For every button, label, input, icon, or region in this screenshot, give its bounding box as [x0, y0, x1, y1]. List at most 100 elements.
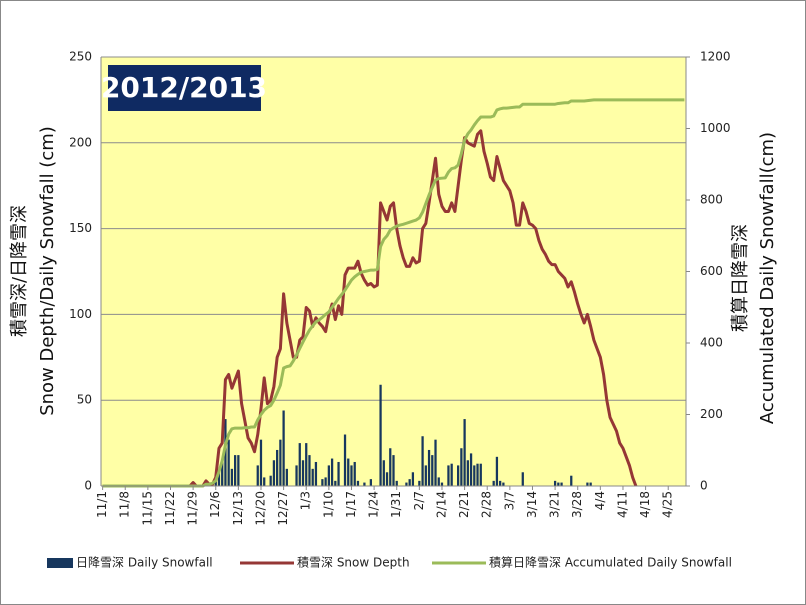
bar [560, 482, 563, 486]
bar [502, 482, 505, 486]
x-tick-label: 4/18 [638, 491, 652, 518]
x-tick-label: 2/21 [457, 491, 471, 518]
x-tick-label: 1/3 [299, 491, 313, 510]
legend-swatch [47, 558, 73, 568]
bar [473, 465, 476, 486]
bar [457, 465, 460, 486]
x-tick-label: 3/21 [548, 491, 562, 518]
bar [334, 480, 337, 486]
plot-area [101, 57, 686, 486]
bar [217, 470, 221, 486]
bar [424, 465, 427, 486]
legend-label: 積雪深 Snow Depth [297, 555, 410, 570]
bar [586, 482, 589, 486]
bar [557, 482, 560, 486]
title-box [108, 65, 261, 111]
x-tick-label: 12/13 [231, 491, 245, 526]
bar [463, 419, 466, 486]
bar [305, 443, 308, 486]
y2-axis-title: Accumulated Daily Snowfall(cm) [757, 132, 778, 424]
bar [392, 455, 395, 486]
bar [353, 461, 356, 486]
y-tick-label: 250 [69, 50, 92, 64]
bar [434, 439, 437, 486]
bar [495, 456, 499, 486]
bar [408, 479, 411, 486]
x-tick-label: 4/25 [661, 491, 675, 518]
bar [479, 463, 482, 486]
x-tick-label: 11/29 [186, 491, 200, 526]
x-tick-label: 11/22 [163, 491, 177, 526]
bar [492, 480, 495, 486]
y-tick-label: 200 [69, 135, 92, 149]
bar [327, 465, 330, 486]
bar [224, 419, 227, 486]
x-tick-label: 3/28 [570, 491, 584, 518]
bar [237, 455, 240, 486]
line [102, 129, 638, 488]
bar [259, 439, 263, 486]
bar [437, 477, 440, 486]
bar [460, 448, 463, 486]
y2-tick-label: 200 [700, 407, 723, 421]
y2-tick-label: 1200 [700, 50, 731, 64]
bar [230, 468, 234, 486]
bar [450, 463, 453, 486]
bar [272, 460, 276, 486]
bar [476, 463, 479, 486]
y-axis-title: 積雪深/日降雪深 [9, 205, 30, 337]
bar [553, 480, 557, 486]
bar [395, 480, 398, 486]
x-tick-label: 12/20 [253, 491, 267, 526]
bar [347, 458, 350, 486]
bar [521, 472, 524, 486]
bar [379, 384, 382, 486]
bar [431, 455, 434, 486]
chart-title: 2012/2013 [101, 71, 267, 104]
x-tick-label: 12/6 [208, 491, 222, 518]
bar [314, 461, 318, 486]
bar [308, 455, 311, 486]
bar [276, 449, 279, 486]
x-tick-label: 1/17 [344, 491, 358, 518]
bar [447, 465, 450, 486]
bar [427, 449, 431, 486]
y2-tick-label: 600 [700, 264, 723, 278]
bar [285, 468, 288, 486]
y-axis-title: Snow Depth/Daily Snowfall (cm) [37, 126, 58, 416]
y2-axis-title: 積算日降雪深 [730, 224, 751, 332]
bar [350, 465, 353, 486]
bar [369, 479, 373, 486]
x-tick-label: 1/24 [367, 491, 381, 518]
y2-tick-label: 400 [700, 336, 723, 350]
bar [233, 455, 237, 486]
bar [330, 458, 334, 486]
bar [382, 460, 385, 486]
bar [269, 475, 272, 486]
bar [343, 434, 347, 486]
y2-tick-label: 0 [700, 479, 708, 493]
x-tick-label: 1/10 [321, 491, 335, 518]
bar [337, 461, 340, 486]
bar [295, 465, 298, 486]
bar [324, 477, 327, 486]
x-tick-label: 11/8 [118, 491, 132, 518]
y-tick-label: 100 [69, 307, 92, 321]
bar [389, 448, 392, 486]
y-tick-label: 0 [84, 479, 92, 493]
x-tick-label: 4/4 [593, 491, 607, 510]
x-tick-label: 11/1 [95, 491, 109, 518]
bar [440, 482, 444, 486]
x-tick-label: 2/14 [434, 491, 448, 518]
x-tick-label: 1/31 [389, 491, 403, 518]
bar [279, 439, 282, 486]
bar [405, 482, 408, 486]
bar [221, 461, 224, 486]
bar [570, 475, 573, 486]
bar [385, 472, 389, 486]
bar [421, 436, 424, 486]
legend-label: 積算日降雪深 Accumulated Daily Snowfall [489, 555, 732, 570]
bar [411, 472, 415, 486]
bar [469, 453, 473, 486]
